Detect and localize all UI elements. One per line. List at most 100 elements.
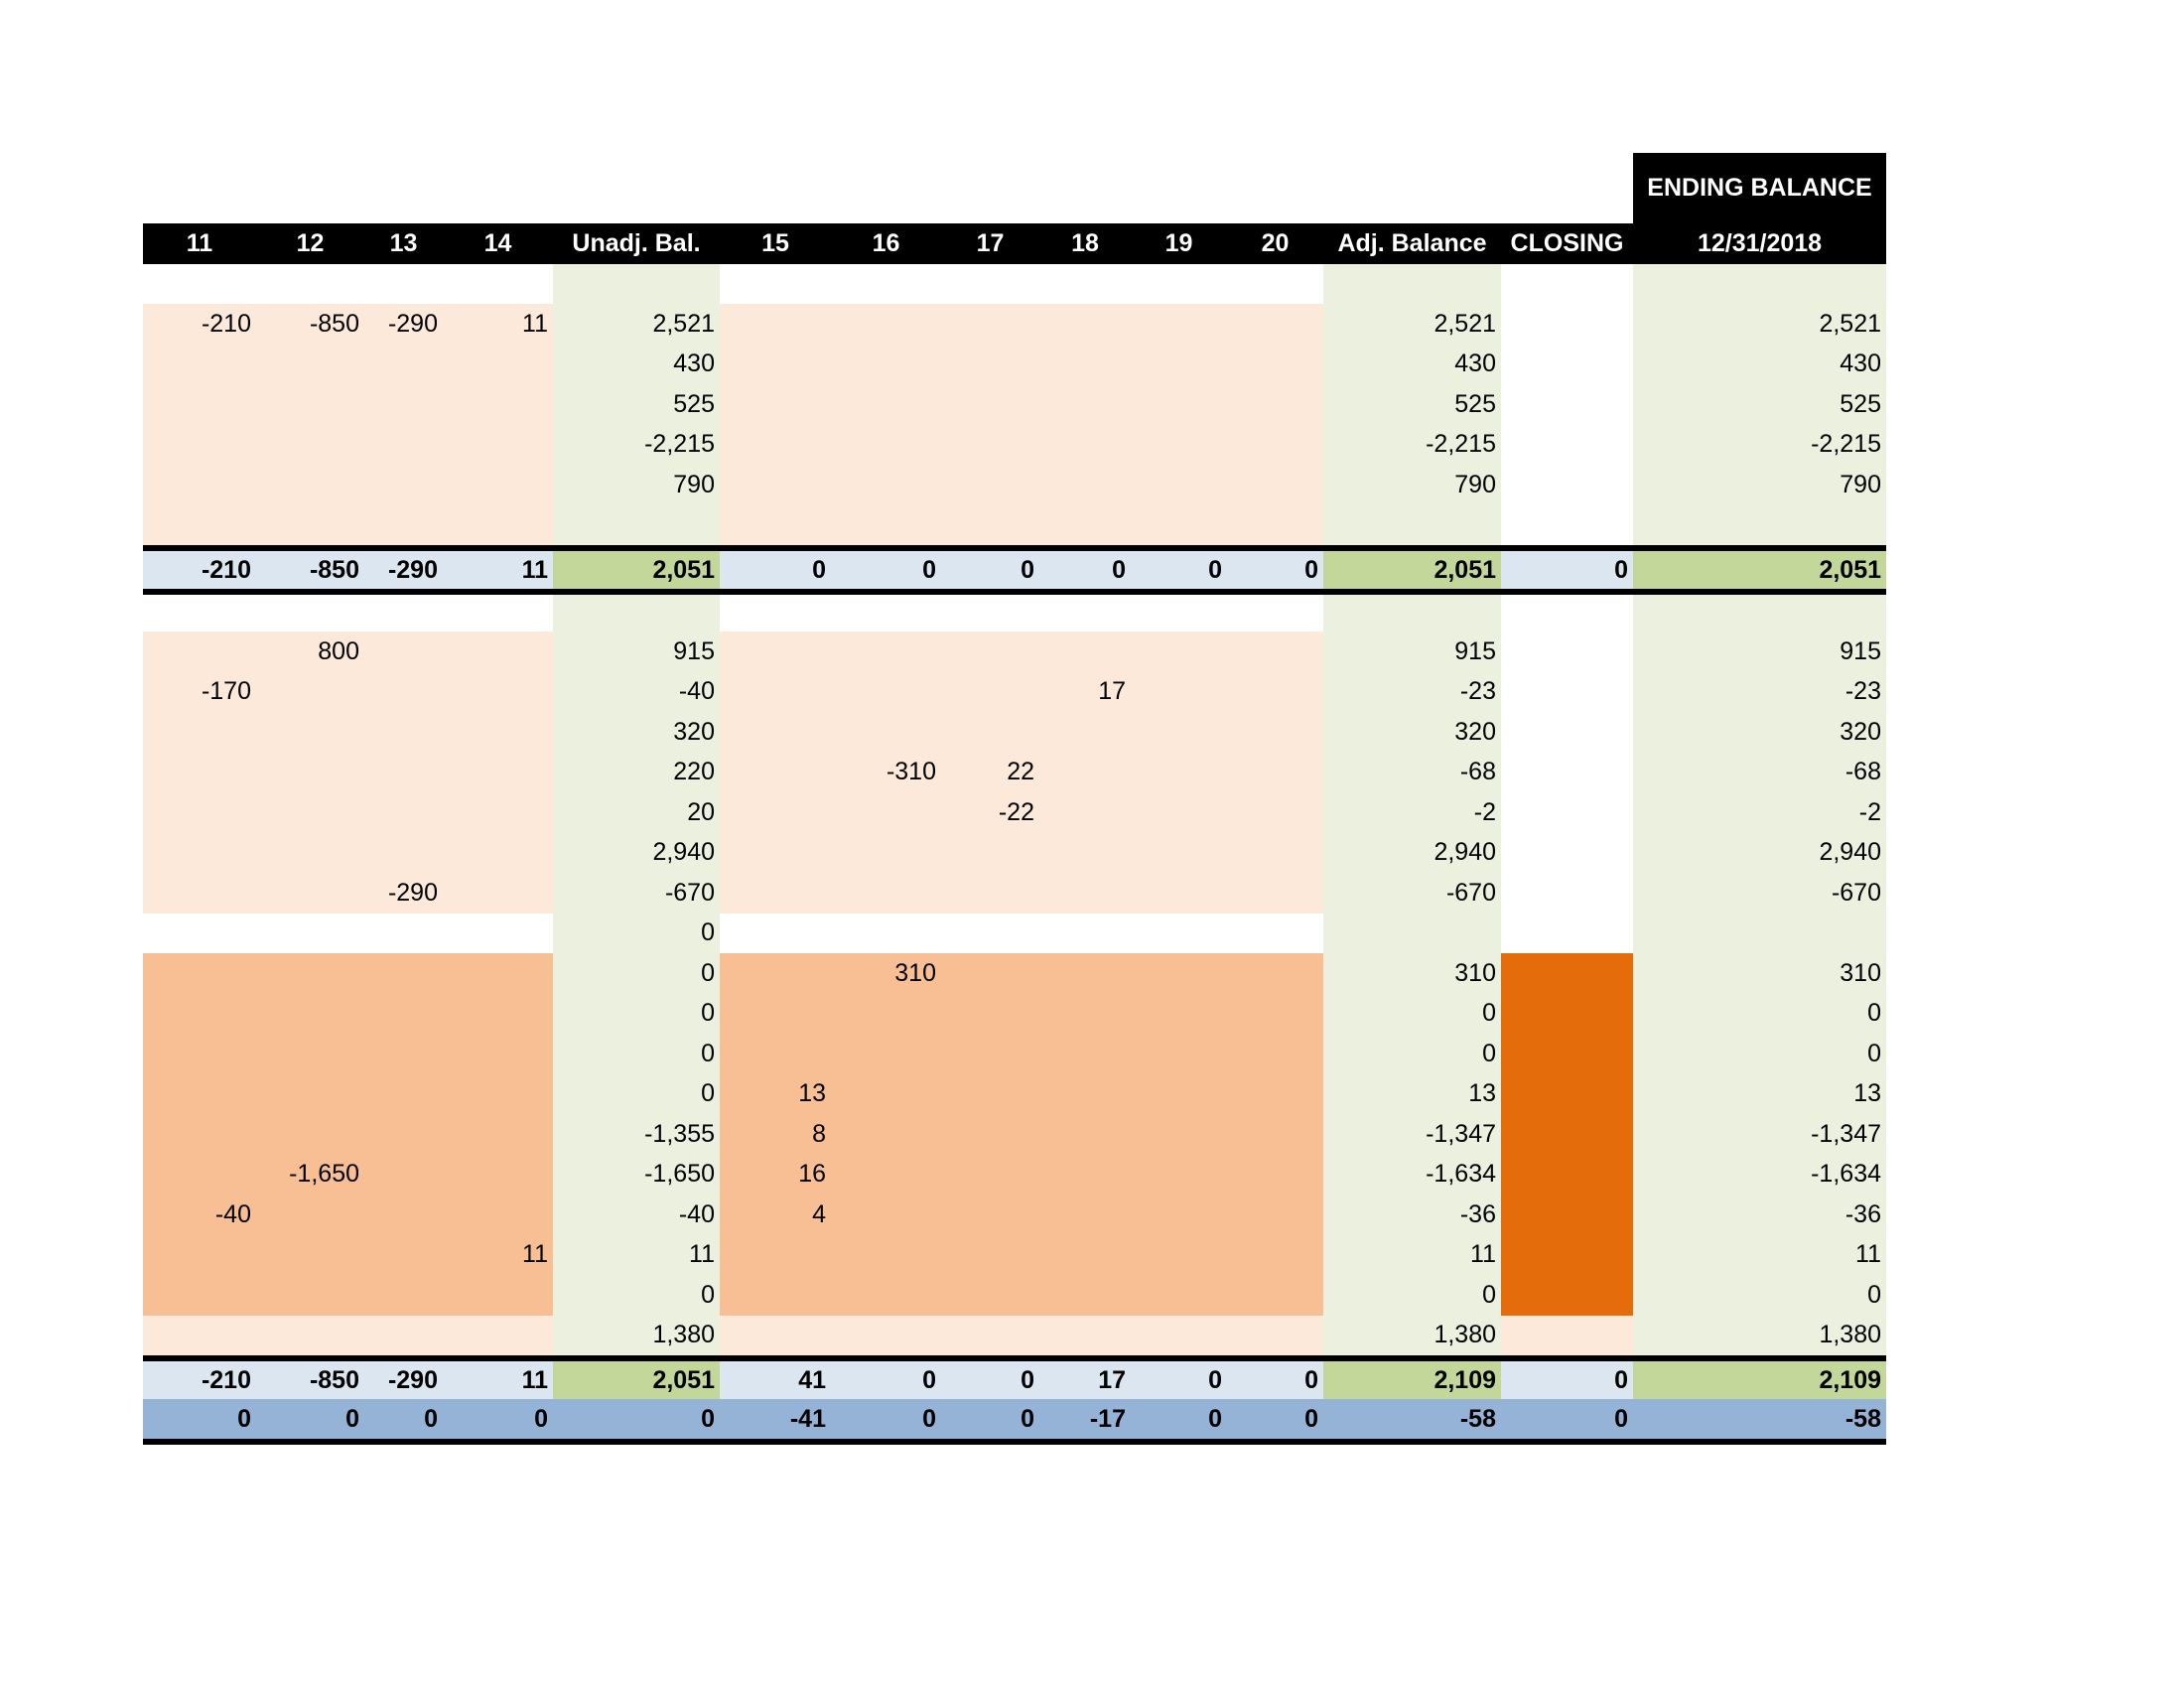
cell-col-15 (720, 1275, 831, 1316)
cell-col-15 (720, 632, 831, 672)
cell-ending-balance: 0 (1633, 993, 1886, 1034)
cell-col-20: 0 (1227, 1399, 1323, 1439)
cell-col-11: -170 (143, 671, 256, 712)
cell-col-19 (1131, 595, 1227, 632)
cell-unadj-balance: 20 (553, 792, 720, 833)
cell-col-14: 11 (443, 304, 553, 345)
cell-col-15 (720, 914, 831, 954)
cell-col-19 (1131, 993, 1227, 1034)
cell-col-12 (256, 344, 364, 384)
cell-adj-balance: -1,634 (1323, 1154, 1501, 1195)
cell-col-19 (1131, 1315, 1227, 1355)
cell-col-18 (1039, 1275, 1131, 1316)
cell-col-19 (1131, 873, 1227, 914)
cell-col-13 (364, 1315, 443, 1355)
cell-col-17 (941, 671, 1039, 712)
cell-col-15 (720, 953, 831, 994)
cell-col-11: -210 (143, 304, 256, 345)
cell-closing: 0 (1501, 551, 1633, 589)
cell-col-18 (1039, 792, 1131, 833)
cell-col-11 (143, 832, 256, 873)
cell-col-17 (941, 993, 1039, 1034)
cell-ending-balance: 790 (1633, 465, 1886, 505)
cell-col-16 (831, 465, 941, 505)
cell-col-11 (143, 595, 256, 632)
cell-col-18 (1039, 304, 1131, 345)
cell-col-11 (143, 344, 256, 384)
cell-col-18 (1039, 264, 1131, 304)
cell-col-13 (364, 1114, 443, 1155)
cell-ending-balance: 13 (1633, 1073, 1886, 1114)
cell-adj-balance: 430 (1323, 344, 1501, 384)
cell-col-17 (941, 1114, 1039, 1155)
cell-col-16: 0 (831, 1399, 941, 1439)
cell-closing (1501, 753, 1633, 793)
cell-col-20 (1227, 504, 1323, 545)
cell-ending-balance: -670 (1633, 873, 1886, 914)
cell-col-20 (1227, 595, 1323, 632)
cell-col-15: -41 (720, 1399, 831, 1439)
cell-col-13 (364, 1154, 443, 1195)
cell-col-16 (831, 1275, 941, 1316)
cell-col-13 (364, 832, 443, 873)
divider-line (143, 589, 1886, 595)
cell-col-18: -17 (1039, 1399, 1131, 1439)
cell-col-19 (1131, 504, 1227, 545)
cell-col-20: 0 (1227, 1361, 1323, 1399)
cell-adj-balance: 915 (1323, 632, 1501, 672)
cell-col-16 (831, 1034, 941, 1074)
cell-col-17: 0 (941, 551, 1039, 589)
cell-col-16: 0 (831, 551, 941, 589)
cell-ending-balance: -1,634 (1633, 1154, 1886, 1195)
cell-col-12 (256, 384, 364, 425)
cell-col-17 (941, 1275, 1039, 1316)
cell-col-16 (831, 1154, 941, 1195)
cell-col-11: -210 (143, 1361, 256, 1399)
cell-col-14: 0 (443, 1399, 553, 1439)
cell-col-20 (1227, 792, 1323, 833)
cell-ending-balance: 11 (1633, 1234, 1886, 1275)
cell-unadj-balance: -40 (553, 671, 720, 712)
cell-col-17 (941, 264, 1039, 304)
table-row: -210 -850 -290 11 2,521 2,521 2,521 (143, 304, 1886, 345)
cell-col-20 (1227, 1234, 1323, 1275)
cell-col-19 (1131, 1154, 1227, 1195)
cell-col-19 (1131, 1114, 1227, 1155)
cell-col-20 (1227, 1315, 1323, 1355)
cell-col-12 (256, 914, 364, 954)
cell-col-17 (941, 304, 1039, 345)
cell-col-20 (1227, 632, 1323, 672)
ending-balance-header: ENDING BALANCE (1633, 153, 1886, 223)
cell-col-14 (443, 993, 553, 1034)
header-col-16: 16 (831, 223, 941, 264)
cell-unadj-balance: -1,650 (553, 1154, 720, 1195)
cell-adj-balance: -23 (1323, 671, 1501, 712)
cell-col-12: -850 (256, 1361, 364, 1399)
cell-col-20 (1227, 344, 1323, 384)
cell-col-14 (443, 671, 553, 712)
cell-unadj-balance: 2,940 (553, 832, 720, 873)
cell-col-14 (443, 1195, 553, 1235)
cell-ending-balance: -36 (1633, 1195, 1886, 1235)
cell-col-15: 8 (720, 1114, 831, 1155)
cell-ending-balance: 0 (1633, 1275, 1886, 1316)
cell-adj-balance: 320 (1323, 712, 1501, 753)
cell-col-11: -210 (143, 551, 256, 589)
cell-col-16: -310 (831, 752, 941, 792)
header-ending-balance: 12/31/2018 (1633, 223, 1886, 264)
cell-col-19 (1131, 344, 1227, 384)
cell-col-17 (941, 873, 1039, 914)
cell-unadj-balance: 0 (553, 993, 720, 1034)
cell-col-19 (1131, 1275, 1227, 1316)
cell-col-17 (941, 832, 1039, 873)
cell-col-18 (1039, 424, 1131, 465)
cell-col-19 (1131, 384, 1227, 425)
cell-col-17: 0 (941, 1361, 1039, 1399)
cell-col-17 (941, 1315, 1039, 1355)
cell-col-11 (143, 1073, 256, 1114)
cell-col-18 (1039, 953, 1131, 994)
cell-col-11 (143, 504, 256, 545)
cell-unadj-balance: -2,215 (553, 424, 720, 465)
cell-col-14 (443, 1073, 553, 1114)
cell-col-18 (1039, 873, 1131, 914)
